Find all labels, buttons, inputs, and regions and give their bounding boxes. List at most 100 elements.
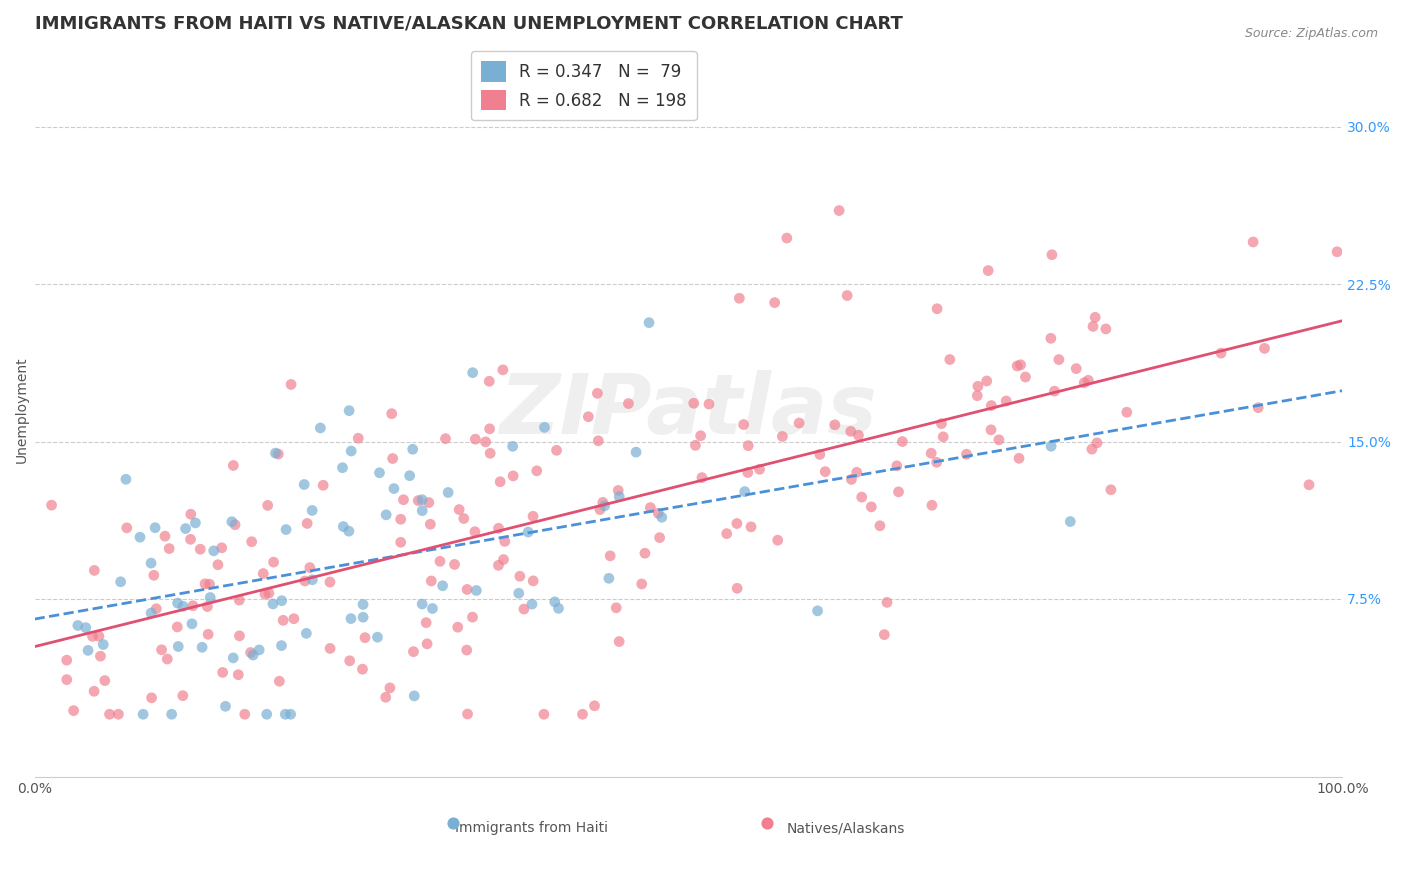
Point: [411, 492, 433, 507]
Point: [647, 506, 669, 520]
Point: [478, 422, 501, 436]
Point: [1241, 235, 1264, 249]
Point: [115, 472, 138, 486]
Point: [1059, 515, 1081, 529]
Point: [828, 203, 851, 218]
Point: [770, 429, 793, 443]
Point: [839, 425, 862, 439]
Point: [153, 529, 176, 543]
Point: [1005, 359, 1028, 373]
Point: [967, 379, 990, 393]
Point: [233, 707, 256, 722]
Point: [240, 534, 263, 549]
Point: [256, 499, 278, 513]
Point: [456, 582, 478, 597]
Point: [269, 674, 291, 689]
Point: [332, 519, 354, 533]
Point: [198, 577, 221, 591]
Point: [214, 699, 236, 714]
Point: [465, 583, 488, 598]
Point: [443, 558, 465, 572]
Point: [1084, 310, 1107, 325]
Point: [848, 428, 870, 442]
Point: [869, 518, 891, 533]
Point: [352, 610, 374, 624]
Point: [748, 462, 770, 476]
Point: [576, 409, 599, 424]
Point: [404, 689, 426, 703]
Point: [221, 515, 243, 529]
Point: [526, 464, 548, 478]
Point: [737, 439, 759, 453]
Point: [389, 512, 412, 526]
Point: [685, 438, 707, 452]
Point: [429, 554, 451, 568]
Point: [1298, 477, 1320, 491]
Point: [457, 706, 479, 721]
Point: [132, 707, 155, 722]
Point: [419, 517, 441, 532]
Point: [925, 455, 948, 469]
Point: [319, 575, 342, 590]
Point: [295, 516, 318, 531]
Point: [447, 620, 470, 634]
Point: [841, 472, 863, 486]
Point: [415, 615, 437, 630]
Point: [1073, 376, 1095, 390]
Point: [83, 563, 105, 577]
Point: [392, 492, 415, 507]
Point: [886, 458, 908, 473]
Point: [980, 423, 1002, 437]
Point: [301, 573, 323, 587]
Point: [378, 681, 401, 695]
Point: [513, 602, 536, 616]
Point: [352, 662, 374, 676]
Point: [150, 642, 173, 657]
Point: [456, 643, 478, 657]
Point: [690, 470, 713, 484]
Point: [755, 880, 778, 892]
Point: [479, 446, 502, 460]
Point: [402, 645, 425, 659]
Point: [860, 500, 883, 514]
Point: [239, 646, 262, 660]
Point: [180, 533, 202, 547]
Point: [295, 626, 318, 640]
Point: [502, 468, 524, 483]
Point: [508, 586, 530, 600]
Point: [966, 389, 988, 403]
Point: [607, 634, 630, 648]
Point: [441, 880, 464, 892]
Point: [294, 574, 316, 588]
Point: [478, 374, 501, 388]
Point: [617, 396, 640, 410]
Point: [422, 601, 444, 615]
Point: [267, 447, 290, 461]
Point: [592, 495, 614, 509]
Point: [66, 618, 89, 632]
Point: [599, 549, 621, 563]
Point: [184, 516, 207, 530]
Point: [319, 641, 342, 656]
Point: [651, 510, 673, 524]
Point: [252, 566, 274, 581]
Point: [402, 442, 425, 457]
Point: [588, 434, 610, 448]
Point: [257, 586, 280, 600]
Legend: R = 0.347   N =  79, R = 0.682   N = 198: R = 0.347 N = 79, R = 0.682 N = 198: [471, 51, 697, 120]
Point: [411, 503, 433, 517]
Point: [340, 444, 363, 458]
Point: [55, 653, 77, 667]
Point: [648, 531, 671, 545]
Point: [253, 587, 276, 601]
Y-axis label: Unemployment: Unemployment: [15, 357, 30, 463]
Point: [589, 502, 612, 516]
Point: [987, 433, 1010, 447]
Point: [332, 460, 354, 475]
Point: [354, 631, 377, 645]
Point: [1115, 405, 1137, 419]
Point: [110, 574, 132, 589]
Point: [382, 482, 405, 496]
Point: [301, 503, 323, 517]
Point: [264, 446, 287, 460]
